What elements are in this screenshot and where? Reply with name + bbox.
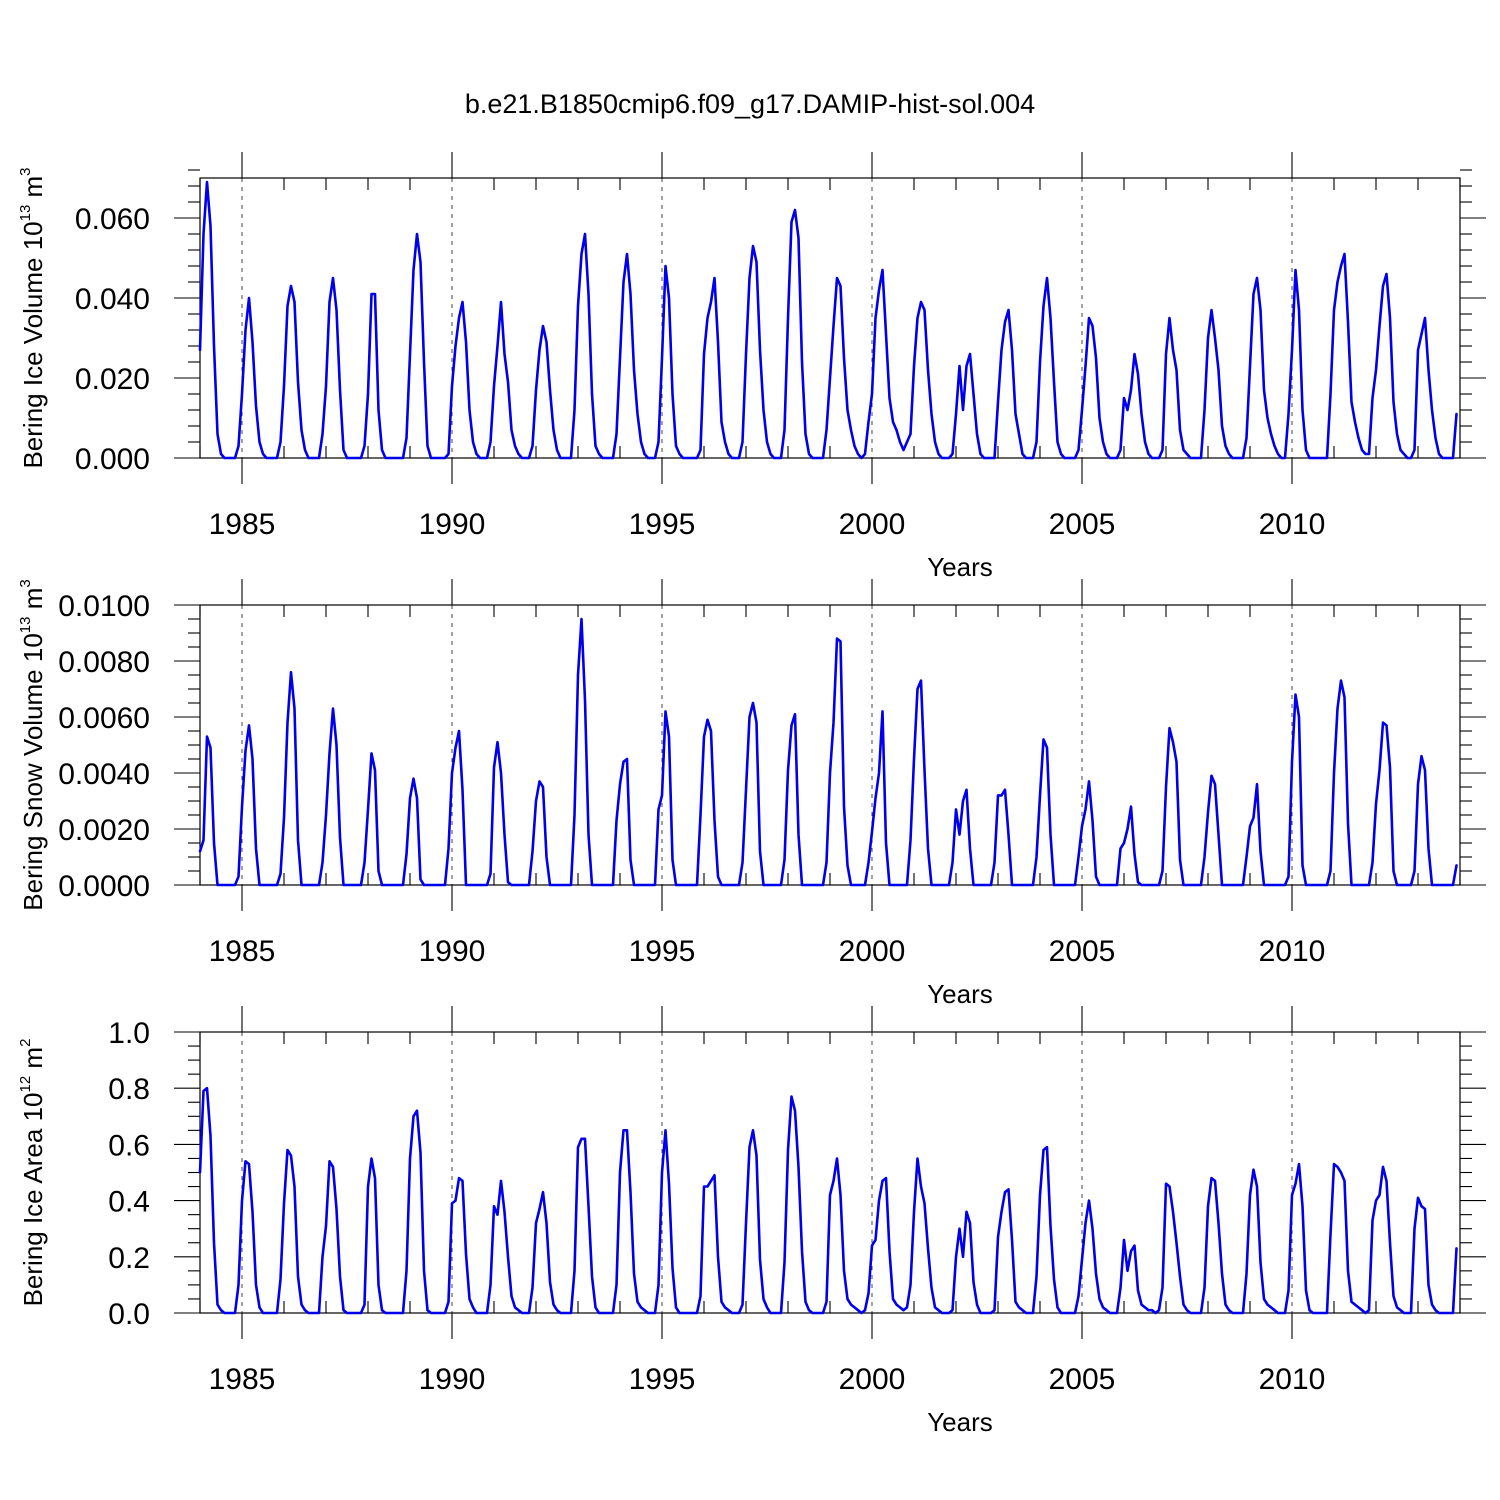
y-axis-title-part: 12 [17, 1076, 34, 1093]
x-axis-title: Years [927, 1407, 993, 1437]
chart-title: b.e21.B1850cmip6.f09_g17.DAMIP-hist-sol.… [465, 89, 1035, 119]
x-tick-label: 1990 [419, 508, 486, 541]
series-line [198, 617, 1458, 887]
x-tick-label: 1985 [209, 935, 276, 968]
x-tick-label: 1995 [629, 935, 696, 968]
x-tick-label: 2000 [839, 508, 906, 541]
y-tick-label: 1.0 [108, 1017, 150, 1050]
y-tick-label: 0.4 [108, 1186, 150, 1219]
y-axis-title-part: m [18, 588, 48, 617]
y-tick-label: 0.0 [108, 1298, 150, 1331]
y-tick-label: 0.000 [75, 443, 150, 476]
y-tick-label: 0.0060 [58, 702, 150, 735]
x-tick-label: 1990 [419, 935, 486, 968]
x-axis-title: Years [927, 979, 993, 1009]
panel-ice-area: 1985 1990 1995 2000 2005 2010 0.0 0.2 0.4 0.6 0.8 1… [17, 1006, 1486, 1437]
y-axis-title-part: 2 [17, 1039, 34, 1047]
y-tick-label: 0.0020 [58, 814, 150, 847]
x-tick-label: 2010 [1259, 1363, 1326, 1396]
x-tick-label: 2005 [1049, 935, 1116, 968]
series-line [198, 1086, 1458, 1315]
x-axis-title: Years [927, 552, 993, 582]
y-tick-label: 0.8 [108, 1073, 150, 1106]
y-axis-title-part: 13 [17, 617, 34, 634]
x-tick-label: 1985 [209, 508, 276, 541]
x-tick-label: 2005 [1049, 508, 1116, 541]
x-tick-label: 2000 [839, 935, 906, 968]
y-axis-title-part: 13 [17, 205, 34, 222]
y-tick-label: 0.2 [108, 1242, 150, 1275]
x-tick-label: 1985 [209, 1363, 276, 1396]
y-axis-title-part: Bering Ice Volume 10 [18, 221, 48, 468]
y-axis-title: Bering Snow Volume 1013 m3 [17, 579, 48, 910]
y-tick-label: 0.0080 [58, 646, 150, 679]
y-tick-label: 0.0100 [58, 590, 150, 623]
y-axis-title-part: 3 [17, 167, 34, 175]
y-tick-label: 0.040 [75, 283, 150, 316]
y-axis-title-part: m [18, 176, 48, 205]
series-line [198, 180, 1458, 460]
y-axis-title-part: Bering Ice Area 10 [18, 1093, 48, 1307]
x-tick-label: 2005 [1049, 1363, 1116, 1396]
y-tick-label: 0.0000 [58, 870, 150, 903]
plot-frame [199, 604, 1461, 886]
y-axis-title: Bering Ice Area 1012 m2 [17, 1039, 48, 1307]
y-axis-title-part: Bering Snow Volume 10 [18, 633, 48, 911]
y-axis-title-part: 3 [17, 579, 34, 587]
x-tick-label: 2010 [1259, 935, 1326, 968]
plot-frame [199, 177, 1461, 459]
panels: 1985 1990 1995 2000 2005 2010 0.000 0.020 0.040 0… [17, 152, 1486, 1437]
y-tick-label: 0.6 [108, 1129, 150, 1162]
y-tick-label: 0.0040 [58, 758, 150, 791]
y-tick-label: 0.020 [75, 363, 150, 396]
y-axis-title: Bering Ice Volume 1013 m3 [17, 167, 48, 468]
x-tick-label: 2010 [1259, 508, 1326, 541]
plot-frame [199, 1031, 1461, 1314]
x-tick-label: 1995 [629, 1363, 696, 1396]
panel-snow-volume: 1985 1990 1995 2000 2005 2010 0.0000 0.0020 0.00… [17, 579, 1486, 1009]
x-tick-label: 1990 [419, 1363, 486, 1396]
panel-ice-volume: 1985 1990 1995 2000 2005 2010 0.000 0.020 0.040 0… [17, 152, 1486, 582]
x-tick-label: 1995 [629, 508, 696, 541]
x-tick-label: 2000 [839, 1363, 906, 1396]
y-axis-title-part: m [18, 1047, 48, 1076]
y-tick-label: 0.060 [75, 203, 150, 236]
